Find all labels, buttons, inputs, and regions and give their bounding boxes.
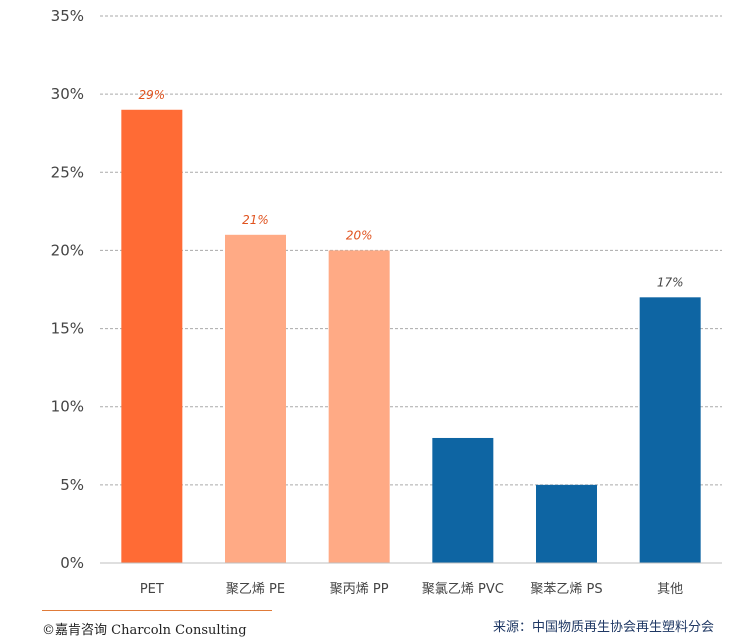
copyright-text: ©嘉肯咨询 Charcoln Consulting [42, 623, 247, 638]
bar [328, 250, 390, 563]
bar [121, 109, 183, 564]
x-tick-label: 其他 [657, 582, 683, 597]
bar [225, 234, 286, 564]
source-text: 来源：中国物质再生协会再生塑料分会 [492, 620, 714, 635]
x-tick-label: 聚乙烯 PE [226, 582, 285, 597]
y-tick-label: 35% [51, 7, 84, 25]
y-tick-label: 20% [51, 241, 84, 259]
bars [121, 109, 701, 564]
y-tick-label: 30% [51, 85, 84, 103]
data-labels: 29% 21% 20% 17% [138, 88, 683, 290]
data-label: 17% [657, 275, 684, 289]
y-tick-label: 10% [51, 398, 84, 416]
x-axis-ticks: PET 聚乙烯 PE 聚丙烯 PP 聚氯乙烯 PVC 聚苯乙烯 PS 其他 [140, 582, 683, 597]
x-tick-label: 聚苯乙烯 PS [530, 582, 602, 597]
bar [536, 484, 597, 563]
x-tick-label: 聚氯乙烯 PVC [422, 582, 504, 597]
gridlines [100, 15, 722, 486]
bar [639, 297, 701, 563]
x-tick-label: PET [140, 582, 164, 597]
data-label: 29% [138, 88, 165, 102]
y-tick-label: 5% [60, 476, 84, 494]
footer-divider [42, 610, 272, 611]
y-tick-label: 0% [60, 554, 84, 572]
y-tick-label: 25% [51, 163, 84, 181]
data-label: 21% [242, 213, 269, 227]
bar-chart: 0% 5% 10% 15% 20% 25% 30% 35% 29% 21% 20% 17% PET 聚… [51, 7, 722, 597]
x-tick-label: 聚丙烯 PP [330, 582, 389, 597]
bar [432, 437, 494, 563]
y-tick-label: 15% [51, 320, 84, 338]
y-axis-ticks: 0% 5% 10% 15% 20% 25% 30% 35% [51, 7, 84, 572]
data-label: 20% [346, 228, 373, 242]
